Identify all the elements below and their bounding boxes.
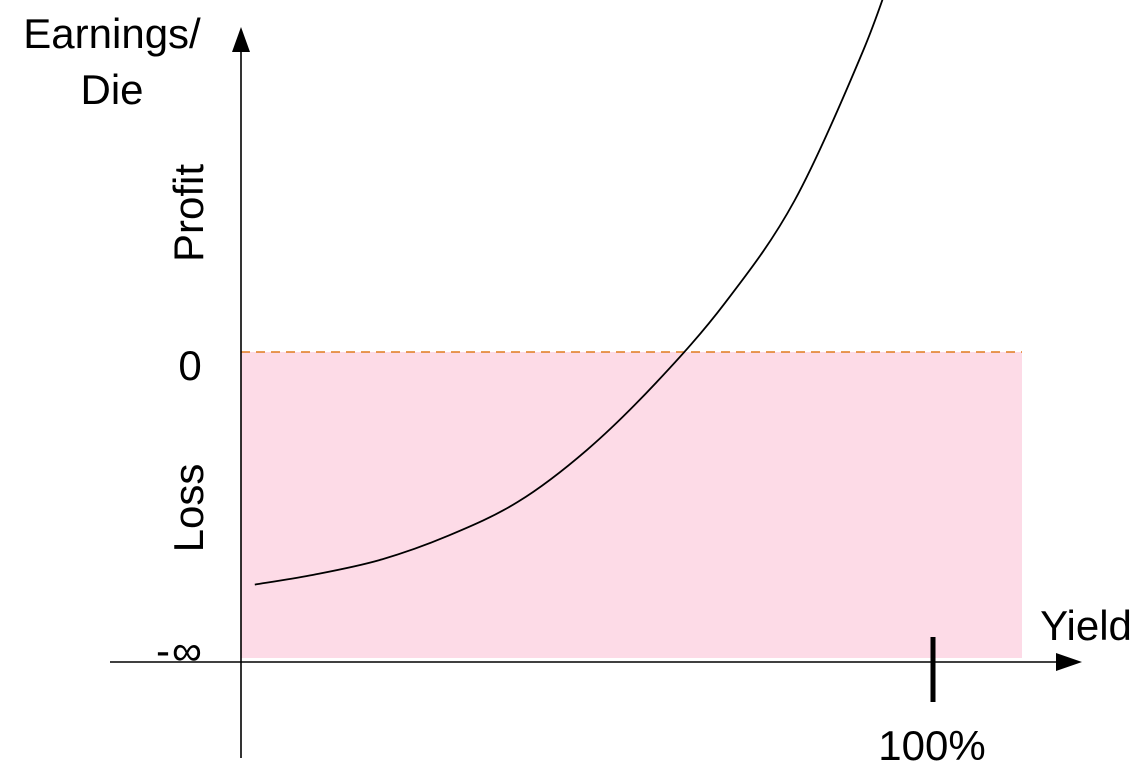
y-zero-label: 0 bbox=[178, 342, 201, 389]
profit-label: Profit bbox=[165, 164, 212, 262]
y-min-label: -∞ bbox=[156, 627, 204, 674]
loss-label: Loss bbox=[165, 464, 212, 553]
y-axis-label-line2: Die bbox=[80, 66, 143, 113]
x-axis-arrow bbox=[1056, 653, 1082, 671]
x-axis-label: Yield bbox=[1040, 602, 1132, 649]
earnings-curve bbox=[254, 0, 884, 586]
x-tick-label-100: 100% bbox=[878, 722, 985, 762]
y-axis-label-line1: Earnings/ bbox=[23, 10, 201, 57]
y-axis-arrow bbox=[232, 27, 250, 52]
loss-region bbox=[241, 352, 1022, 658]
